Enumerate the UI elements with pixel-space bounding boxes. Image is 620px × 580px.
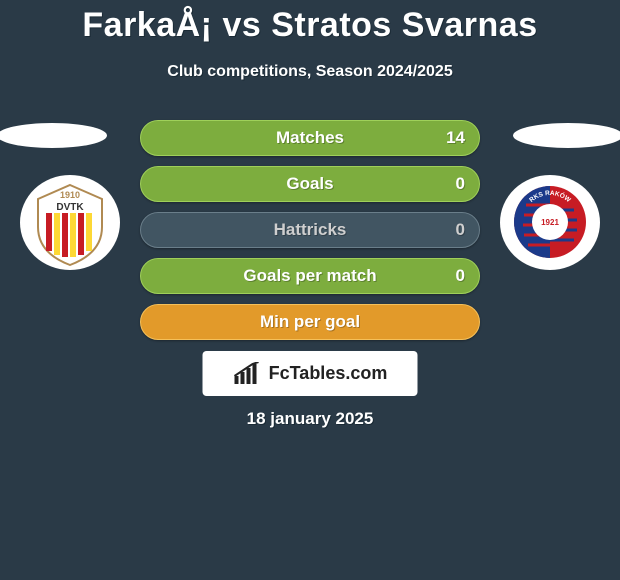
stat-value: 0 <box>456 220 465 240</box>
wing-left <box>0 123 107 148</box>
stat-row-goals: Goals 0 <box>140 166 480 202</box>
wing-right <box>513 123 620 148</box>
svg-text:1910: 1910 <box>60 190 80 200</box>
branding-badge: FcTables.com <box>203 351 418 396</box>
stat-label: Min per goal <box>141 312 479 332</box>
crest-left: 1910 DVTK <box>20 175 120 270</box>
rakow-crest-icon: RKS RAKÓW 1921 <box>500 175 600 270</box>
stat-label: Matches <box>141 128 479 148</box>
stat-label: Hattricks <box>141 220 479 240</box>
stat-row-matches: Matches 14 <box>140 120 480 156</box>
stat-row-goals-per-match: Goals per match 0 <box>140 258 480 294</box>
stat-value: 0 <box>456 174 465 194</box>
stat-label: Goals per match <box>141 266 479 286</box>
dvtk-crest-icon: 1910 DVTK <box>20 175 120 270</box>
stat-row-hattricks: Hattricks 0 <box>140 212 480 248</box>
bar-chart-icon <box>233 362 263 386</box>
date-text: 18 january 2025 <box>0 409 620 429</box>
stat-row-min-per-goal: Min per goal <box>140 304 480 340</box>
stat-value: 0 <box>456 266 465 286</box>
subtitle: Club competitions, Season 2024/2025 <box>0 63 620 81</box>
crest-right: RKS RAKÓW 1921 <box>500 175 600 270</box>
stat-label: Goals <box>141 174 479 194</box>
branding-text: FcTables.com <box>269 363 388 384</box>
svg-text:DVTK: DVTK <box>56 202 84 213</box>
stat-rows: Matches 14 Goals 0 Hattricks 0 Goals per… <box>140 120 480 350</box>
page-title: FarkaÅ¡ vs Stratos Svarnas <box>0 0 620 45</box>
svg-text:1921: 1921 <box>541 218 559 227</box>
stat-value: 14 <box>446 128 465 148</box>
